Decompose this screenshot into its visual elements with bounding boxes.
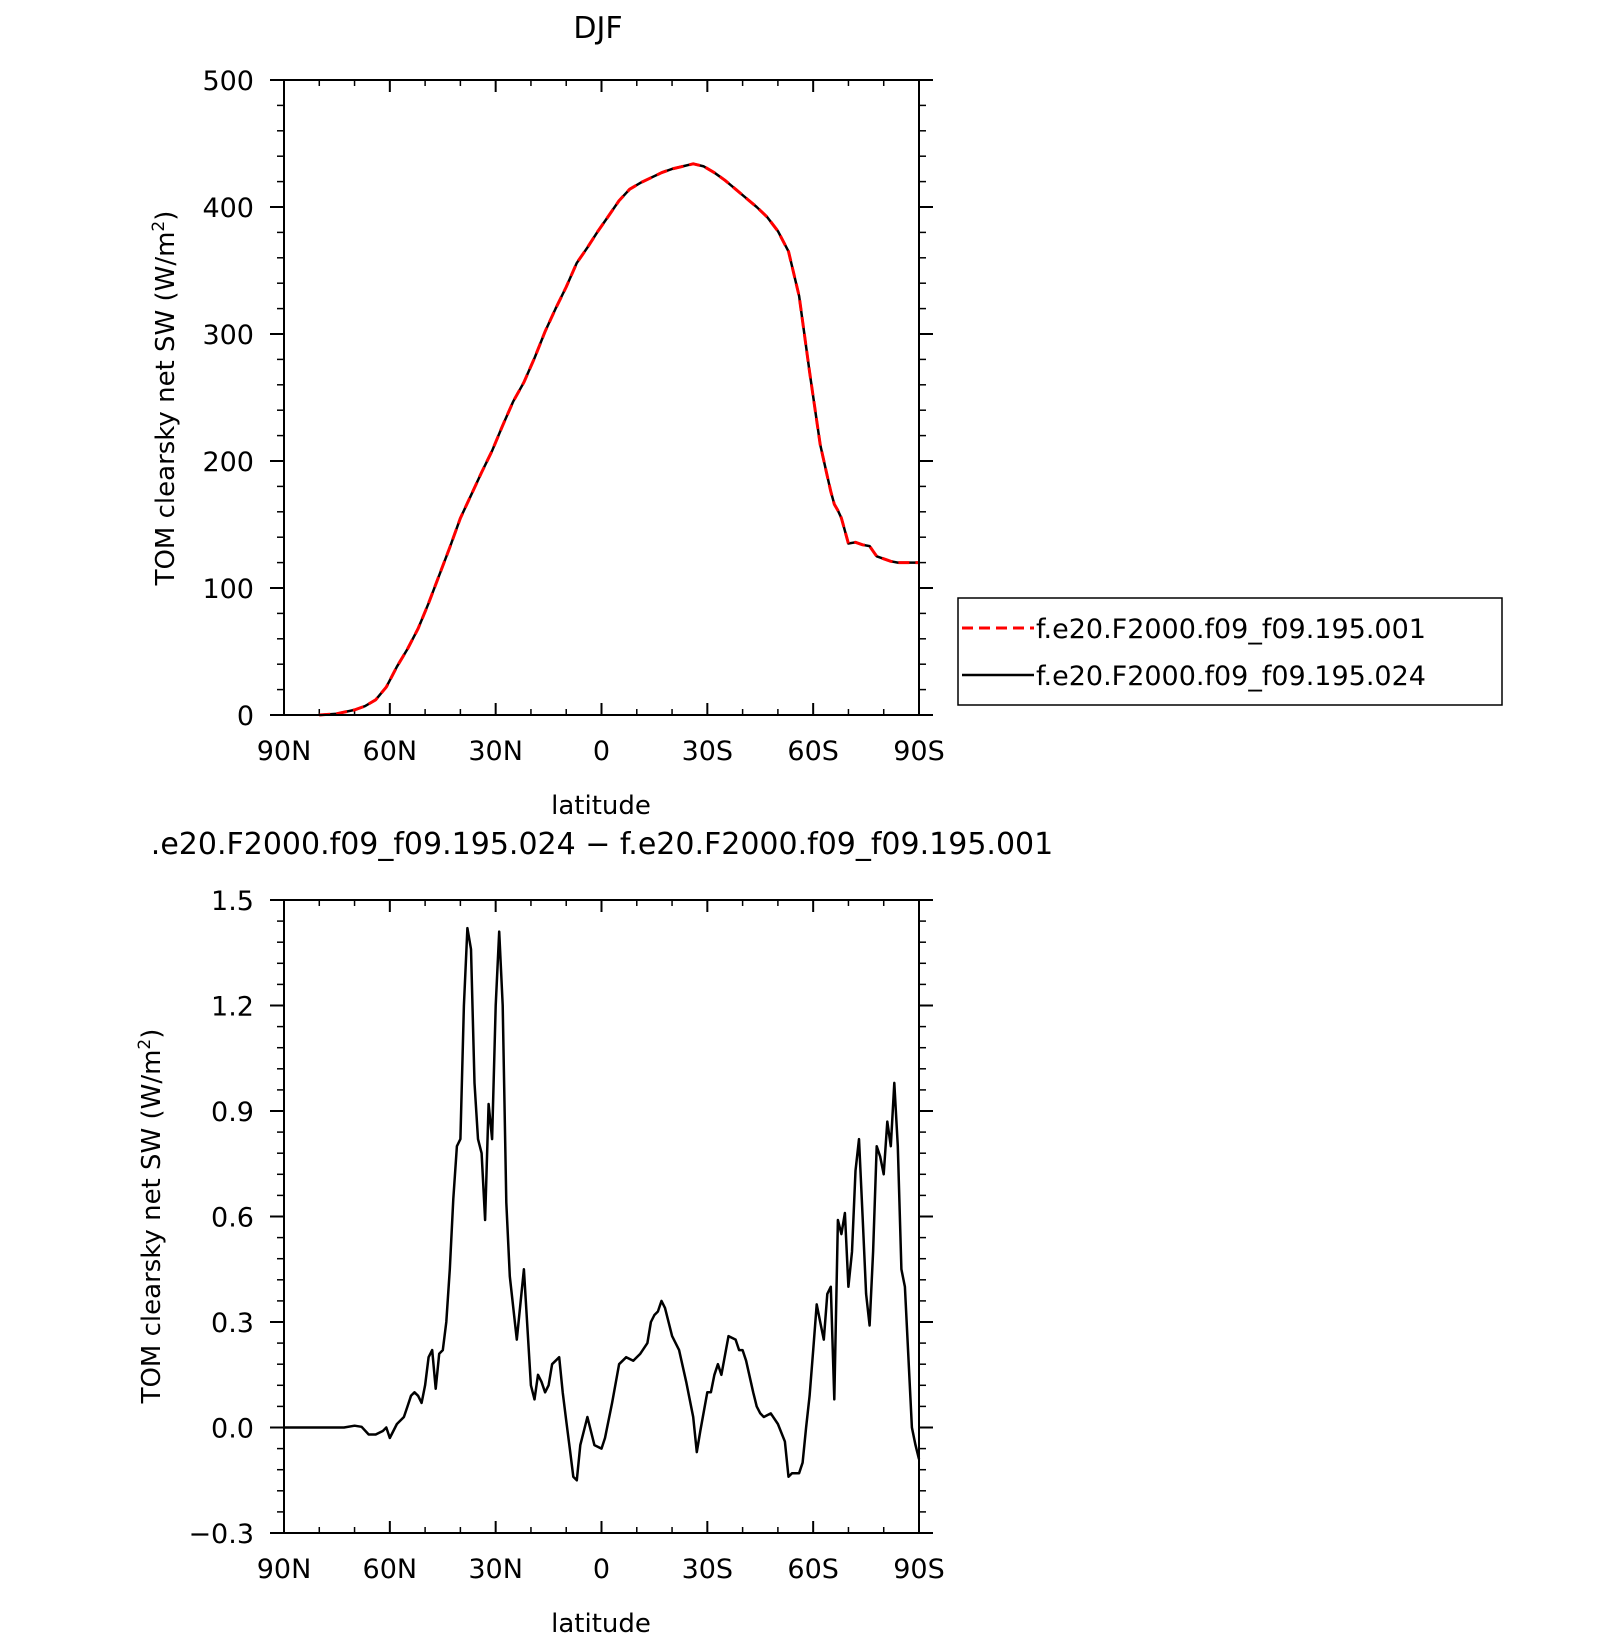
bottom-chart-title: .e20.F2000.f09_f09.195.024 − f.e20.F2000… (151, 827, 1053, 862)
bot-y-tick-label: 0.3 (211, 1308, 254, 1339)
top-x-tick-label: 30S (682, 736, 734, 767)
legend-box (957, 597, 1503, 706)
top-panel: DJF 90N 60N 30N 0 30S 60S 90S 0 100 200 300 400 500… (149, 11, 1503, 821)
top-y-axis-label: TOM clearsky net SW (W/m2) (149, 211, 181, 587)
bot-y-tick-label: 1.5 (211, 886, 254, 917)
bot-x-tick-label: 30N (468, 1554, 523, 1585)
bot-y-tick-label: 1.2 (211, 992, 254, 1023)
top-chart-title: DJF (573, 11, 622, 46)
top-y-tick-labels: 0 100 200 300 400 500 (202, 66, 254, 732)
top-x-tick-label: 60S (787, 736, 839, 767)
top-axis-ticks (270, 79, 933, 716)
top-x-tick-label: 60N (363, 736, 418, 767)
legend-label-024: f.e20.F2000.f09_f09.195.024 (1036, 661, 1426, 692)
bottom-plot-frame (283, 899, 920, 1534)
bot-y-tick-label: −0.3 (188, 1519, 254, 1550)
bot-x-tick-label: 0 (593, 1554, 610, 1585)
top-y-tick-label: 500 (202, 66, 254, 97)
bot-x-tick-label: 60N (363, 1554, 418, 1585)
top-series-line-1 (319, 162, 919, 717)
bottom-axis-ticks (270, 899, 933, 1534)
top-x-tick-label: 0 (593, 736, 610, 767)
top-y-tick-label: 300 (202, 320, 254, 351)
legend: f.e20.F2000.f09_f09.195.001 f.e20.F2000.… (957, 597, 1503, 706)
top-x-tick-label: 30N (468, 736, 523, 767)
bot-y-tick-label: 0.0 (211, 1414, 254, 1445)
bottom-y-tick-labels: −0.3 0.0 0.3 0.6 0.9 1.2 1.5 (188, 886, 254, 1550)
bot-y-tick-label: 0.6 (211, 1203, 254, 1234)
legend-label-001: f.e20.F2000.f09_f09.195.001 (1036, 614, 1426, 645)
bottom-x-axis-label: latitude (551, 1609, 651, 1635)
top-series-line-0 (319, 162, 919, 717)
top-y-tick-label: 200 (202, 447, 254, 478)
top-x-tick-label: 90N (257, 736, 312, 767)
bot-x-tick-label: 30S (682, 1554, 734, 1585)
bottom-panel: .e20.F2000.f09_f09.195.024 − f.e20.F2000… (135, 827, 1053, 1635)
bottom-x-tick-labels: 90N 60N 30N 0 30S 60S 90S (257, 1554, 945, 1585)
bot-x-tick-label: 90N (257, 1554, 312, 1585)
bot-series-line-0 (284, 926, 921, 1482)
top-plot-frame (283, 79, 920, 716)
top-x-tick-labels: 90N 60N 30N 0 30S 60S 90S (257, 736, 945, 767)
bottom-series-lines (284, 926, 921, 1482)
top-y-tick-label: 400 (202, 193, 254, 224)
top-x-axis-label: latitude (551, 791, 651, 821)
top-x-tick-label: 90S (893, 736, 945, 767)
bot-x-tick-label: 90S (893, 1554, 945, 1585)
bot-y-tick-label: 0.9 (211, 1097, 254, 1128)
bottom-y-axis-label: TOM clearsky net SW (W/m2) (135, 1029, 167, 1405)
top-y-tick-label: 100 (202, 574, 254, 605)
bot-x-tick-label: 60S (787, 1554, 839, 1585)
top-series-lines (319, 162, 919, 717)
top-y-tick-label: 0 (237, 701, 254, 732)
